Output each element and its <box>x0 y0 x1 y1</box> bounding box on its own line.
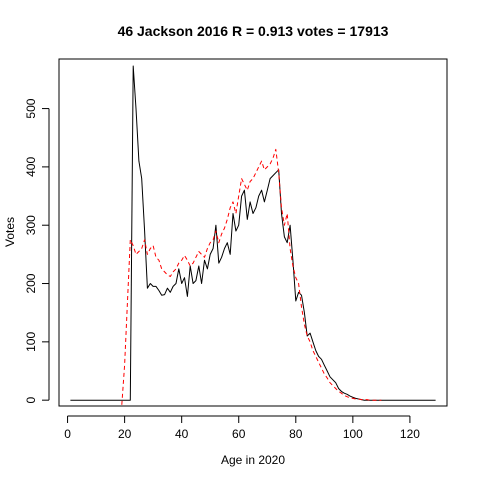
x-tick-label: 80 <box>289 427 303 441</box>
x-tick-label: 20 <box>118 427 132 441</box>
y-tick-label: 300 <box>24 215 38 235</box>
y-tick-label: 200 <box>24 273 38 293</box>
series-line-dashed <box>121 148 382 405</box>
y-axis: 0 100 200 300 400 500 <box>24 98 50 404</box>
x-tick-label: 120 <box>400 427 420 441</box>
plot-area <box>70 65 436 405</box>
series-line-solid <box>70 65 436 401</box>
x-tick-label: 40 <box>175 427 189 441</box>
y-tick-label: 500 <box>24 98 38 118</box>
y-tick-label: 400 <box>24 157 38 177</box>
x-tick-label: 100 <box>343 427 363 441</box>
x-tick-label: 60 <box>232 427 246 441</box>
y-axis-label: Votes <box>3 217 17 247</box>
x-axis-label: Age in 2020 <box>221 453 285 467</box>
x-tick-label: 0 <box>64 427 71 441</box>
plot-frame <box>58 58 448 407</box>
x-axis: 0 20 40 60 80 100 120 <box>64 415 420 441</box>
y-tick-label: 0 <box>24 397 38 404</box>
y-tick-label: 100 <box>24 332 38 352</box>
chart-title: 46 Jackson 2016 R = 0.913 votes = 17913 <box>118 23 389 39</box>
